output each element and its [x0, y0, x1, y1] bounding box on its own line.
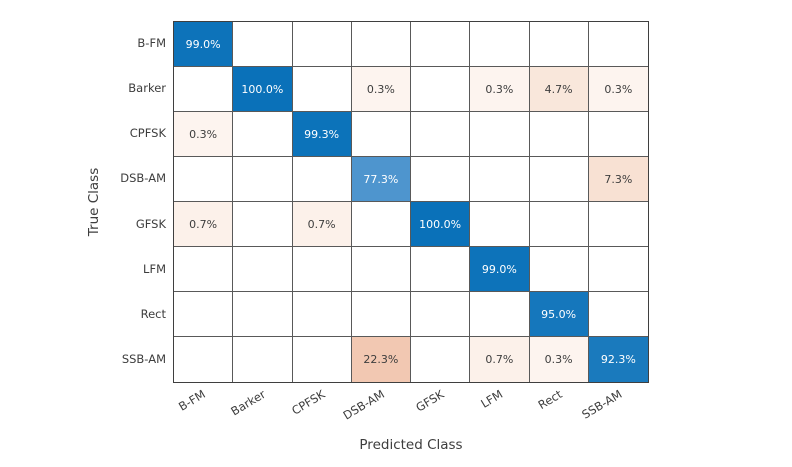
matrix-cell [293, 67, 352, 112]
matrix-cell [411, 67, 470, 112]
matrix-cell [470, 292, 529, 337]
matrix-cell [233, 247, 292, 292]
matrix-cell: 99.0% [174, 22, 233, 67]
matrix-cell [233, 22, 292, 67]
x-tick-label: Rect [536, 387, 565, 412]
matrix-cell [174, 292, 233, 337]
matrix-cell [470, 112, 529, 157]
matrix-cell [293, 157, 352, 202]
matrix-cell: 0.7% [293, 202, 352, 247]
matrix-cell [293, 22, 352, 67]
matrix-cell: 0.3% [530, 337, 589, 382]
x-tick-label: DSB-AM [340, 387, 386, 423]
x-tick-label: B-FM [176, 387, 208, 414]
matrix-cell [411, 112, 470, 157]
matrix-cell: 100.0% [411, 202, 470, 247]
x-tick-label: GFSK [413, 387, 446, 415]
matrix-cell [530, 157, 589, 202]
matrix-cell [174, 157, 233, 202]
matrix-cell [589, 202, 648, 247]
x-tick-label: Barker [228, 387, 268, 418]
y-tick-label: GFSK [0, 217, 166, 231]
matrix-cell [293, 337, 352, 382]
matrix-cell [589, 292, 648, 337]
x-axis-label: Predicted Class [359, 437, 462, 453]
matrix-cell [352, 22, 411, 67]
matrix-cell: 4.7% [530, 67, 589, 112]
matrix-cell [530, 202, 589, 247]
matrix-cell [530, 247, 589, 292]
matrix-cell [470, 22, 529, 67]
matrix-cell [233, 202, 292, 247]
confusion-matrix-grid: 99.0%100.0%0.3%0.3%4.7%0.3%0.3%99.3%77.3… [173, 21, 649, 383]
matrix-cell [233, 112, 292, 157]
y-tick-label: Rect [0, 307, 166, 321]
matrix-cell [352, 247, 411, 292]
y-tick-label: B-FM [0, 36, 166, 50]
matrix-cell [530, 22, 589, 67]
matrix-cell [589, 247, 648, 292]
x-tick-label: LFM [479, 387, 506, 411]
matrix-cell: 0.3% [352, 67, 411, 112]
matrix-cell [174, 67, 233, 112]
matrix-cell: 0.3% [589, 67, 648, 112]
matrix-cell [233, 337, 292, 382]
matrix-cell: 100.0% [233, 67, 292, 112]
matrix-cell [589, 112, 648, 157]
matrix-cell [411, 157, 470, 202]
matrix-cell [233, 157, 292, 202]
matrix-cell [352, 292, 411, 337]
matrix-cell [293, 292, 352, 337]
matrix-cell [411, 22, 470, 67]
matrix-cell: 77.3% [352, 157, 411, 202]
matrix-cell: 0.3% [174, 112, 233, 157]
matrix-cell: 0.7% [470, 337, 529, 382]
y-axis-label: True Class [86, 168, 102, 236]
matrix-cell: 92.3% [589, 337, 648, 382]
matrix-cell: 99.0% [470, 247, 529, 292]
matrix-cell [411, 247, 470, 292]
matrix-cell [174, 247, 233, 292]
matrix-cell: 99.3% [293, 112, 352, 157]
x-tick-label: CPFSK [289, 387, 327, 418]
matrix-cell: 0.7% [174, 202, 233, 247]
matrix-cell: 95.0% [530, 292, 589, 337]
matrix-cell: 0.3% [470, 67, 529, 112]
y-tick-label: CPFSK [0, 126, 166, 140]
matrix-cell [411, 337, 470, 382]
matrix-cell [293, 247, 352, 292]
matrix-cell [470, 202, 529, 247]
x-tick-label: SSB-AM [579, 387, 624, 422]
y-tick-label: SSB-AM [0, 352, 166, 366]
matrix-cell [352, 112, 411, 157]
matrix-cell [470, 157, 529, 202]
matrix-cell [233, 292, 292, 337]
matrix-cell [352, 202, 411, 247]
matrix-cell: 7.3% [589, 157, 648, 202]
y-tick-label: Barker [0, 81, 166, 95]
y-tick-label: LFM [0, 262, 166, 276]
matrix-cell [530, 112, 589, 157]
matrix-cell [174, 337, 233, 382]
matrix-cell: 22.3% [352, 337, 411, 382]
matrix-cell [411, 292, 470, 337]
y-tick-label: DSB-AM [0, 171, 166, 185]
matrix-cell [589, 22, 648, 67]
confusion-matrix-figure: 99.0%100.0%0.3%0.3%4.7%0.3%0.3%99.3%77.3… [0, 0, 792, 467]
